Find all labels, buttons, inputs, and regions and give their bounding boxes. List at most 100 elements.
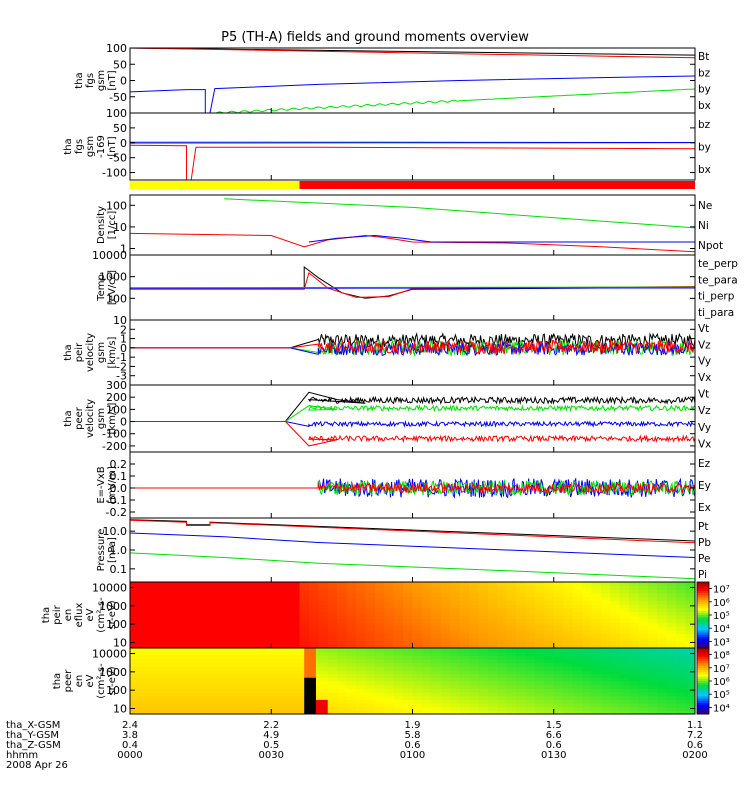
spectrogram-cell (290, 662, 301, 667)
spectrogram-cell (412, 589, 423, 594)
spectrogram-cell (572, 611, 583, 616)
spectrogram-cell (469, 585, 480, 590)
spectrogram-cell (440, 673, 451, 678)
spectrogram-cell (469, 618, 480, 623)
spectrogram-cell (666, 633, 677, 638)
spectrogram-cell (177, 582, 188, 587)
spectrogram-cell (271, 582, 282, 587)
spectrogram-cell (497, 637, 508, 642)
x-axis-value: 6.6 (546, 730, 562, 741)
spectrogram-cell (450, 706, 461, 711)
spectrogram-cell (384, 688, 395, 693)
spectrogram-cell (233, 666, 244, 671)
spectrogram-cell (638, 688, 649, 693)
spectrogram-cell (516, 659, 527, 664)
spectrogram-cell (290, 648, 301, 653)
spectrogram-cell (158, 666, 169, 671)
spectrogram-cell (553, 681, 564, 686)
spectrogram-cell (431, 637, 442, 642)
spectrogram-cell (205, 706, 216, 711)
spectrogram-cell (224, 593, 235, 598)
spectrogram-cell (356, 607, 367, 612)
spectrogram-cell (148, 655, 159, 660)
spectrogram-cell (497, 596, 508, 601)
spectrogram-cell (487, 655, 498, 660)
spectrogram-cell (572, 710, 583, 714)
spectrogram-cell (280, 706, 291, 711)
legend-entry: Vz (698, 405, 711, 417)
spectrogram-cell (148, 659, 159, 664)
spectrogram-cell (139, 688, 150, 693)
spectrogram-cell (271, 585, 282, 590)
y-axis-label: [mV/m] (107, 466, 118, 504)
spectrogram-cell (177, 600, 188, 605)
spectrogram-cell (177, 622, 188, 627)
spectrogram-cell (318, 611, 329, 616)
spectrogram-cell (572, 681, 583, 686)
spectrogram-cell (337, 666, 348, 671)
spectrogram-cell (224, 648, 235, 653)
spectrogram-cell (638, 637, 649, 642)
spectrogram-cell (403, 604, 414, 609)
spectrogram-cell (582, 626, 593, 631)
spectrogram-cell (271, 677, 282, 682)
spectrogram-cell (280, 699, 291, 704)
spectrogram-cell (421, 710, 432, 714)
spectrogram-cell (224, 703, 235, 708)
spectrogram-cell (403, 662, 414, 667)
spectrogram-cell (525, 703, 536, 708)
series-line-Npot (308, 234, 695, 243)
spectrogram-cell (374, 681, 385, 686)
spectrogram-cell (497, 629, 508, 634)
spectrogram-cell (497, 681, 508, 686)
spectrogram-cell (591, 615, 602, 620)
spectrogram-cell (657, 677, 668, 682)
spectrogram-cell (186, 677, 197, 682)
spectrogram-cell (469, 699, 480, 704)
spectrogram-cell (233, 593, 244, 598)
spectrogram-cell (450, 655, 461, 660)
spectrogram-cell (365, 710, 376, 714)
spectrogram-cell (195, 604, 206, 609)
spectrogram-cell (356, 626, 367, 631)
y-tick-label: 100 (106, 292, 127, 305)
spectrogram-cell (450, 644, 461, 648)
spectrogram-cell (544, 629, 555, 634)
y-axis-label: peir (74, 342, 85, 362)
spectrogram-cell (224, 611, 235, 616)
spectrogram-cell (563, 699, 574, 704)
spectrogram-cell (403, 681, 414, 686)
spectrogram-cell (450, 703, 461, 708)
spectrogram-cell (497, 677, 508, 682)
x-axis-value: 0.4 (122, 740, 138, 751)
spectrogram-cell (666, 659, 677, 664)
series-line-Ni (224, 198, 695, 229)
spectrogram-cell (356, 695, 367, 700)
panel-frame (129, 517, 696, 583)
spectrogram-cell (374, 604, 385, 609)
spectrogram-cell (374, 622, 385, 627)
spectrogram-cell (469, 611, 480, 616)
spectrogram-cell (431, 677, 442, 682)
spectrogram-cell (318, 688, 329, 693)
spectrogram-cell (647, 629, 658, 634)
spectrogram-cell (591, 710, 602, 714)
y-tick-label: 0 (120, 416, 127, 429)
spectrogram-cell (657, 670, 668, 675)
spectrogram-cell (459, 615, 470, 620)
y-axis-label: (cm²-s- (96, 597, 107, 633)
spectrogram-cell (290, 673, 301, 678)
spectrogram-cell (459, 585, 470, 590)
spectrogram-cell (591, 651, 602, 656)
spectrogram-cell (261, 607, 272, 612)
spectrogram-cell (167, 626, 178, 631)
spectrogram-cell (610, 607, 621, 612)
spectrogram-cell (563, 703, 574, 708)
spectrogram-cell (384, 611, 395, 616)
spectrogram-cell (214, 699, 225, 704)
spectrogram-cell (393, 703, 404, 708)
y-tick-label: -3 (116, 370, 127, 383)
spectrogram-cell (629, 611, 640, 616)
spectrogram-cell (186, 662, 197, 667)
spectrogram-cell (214, 607, 225, 612)
